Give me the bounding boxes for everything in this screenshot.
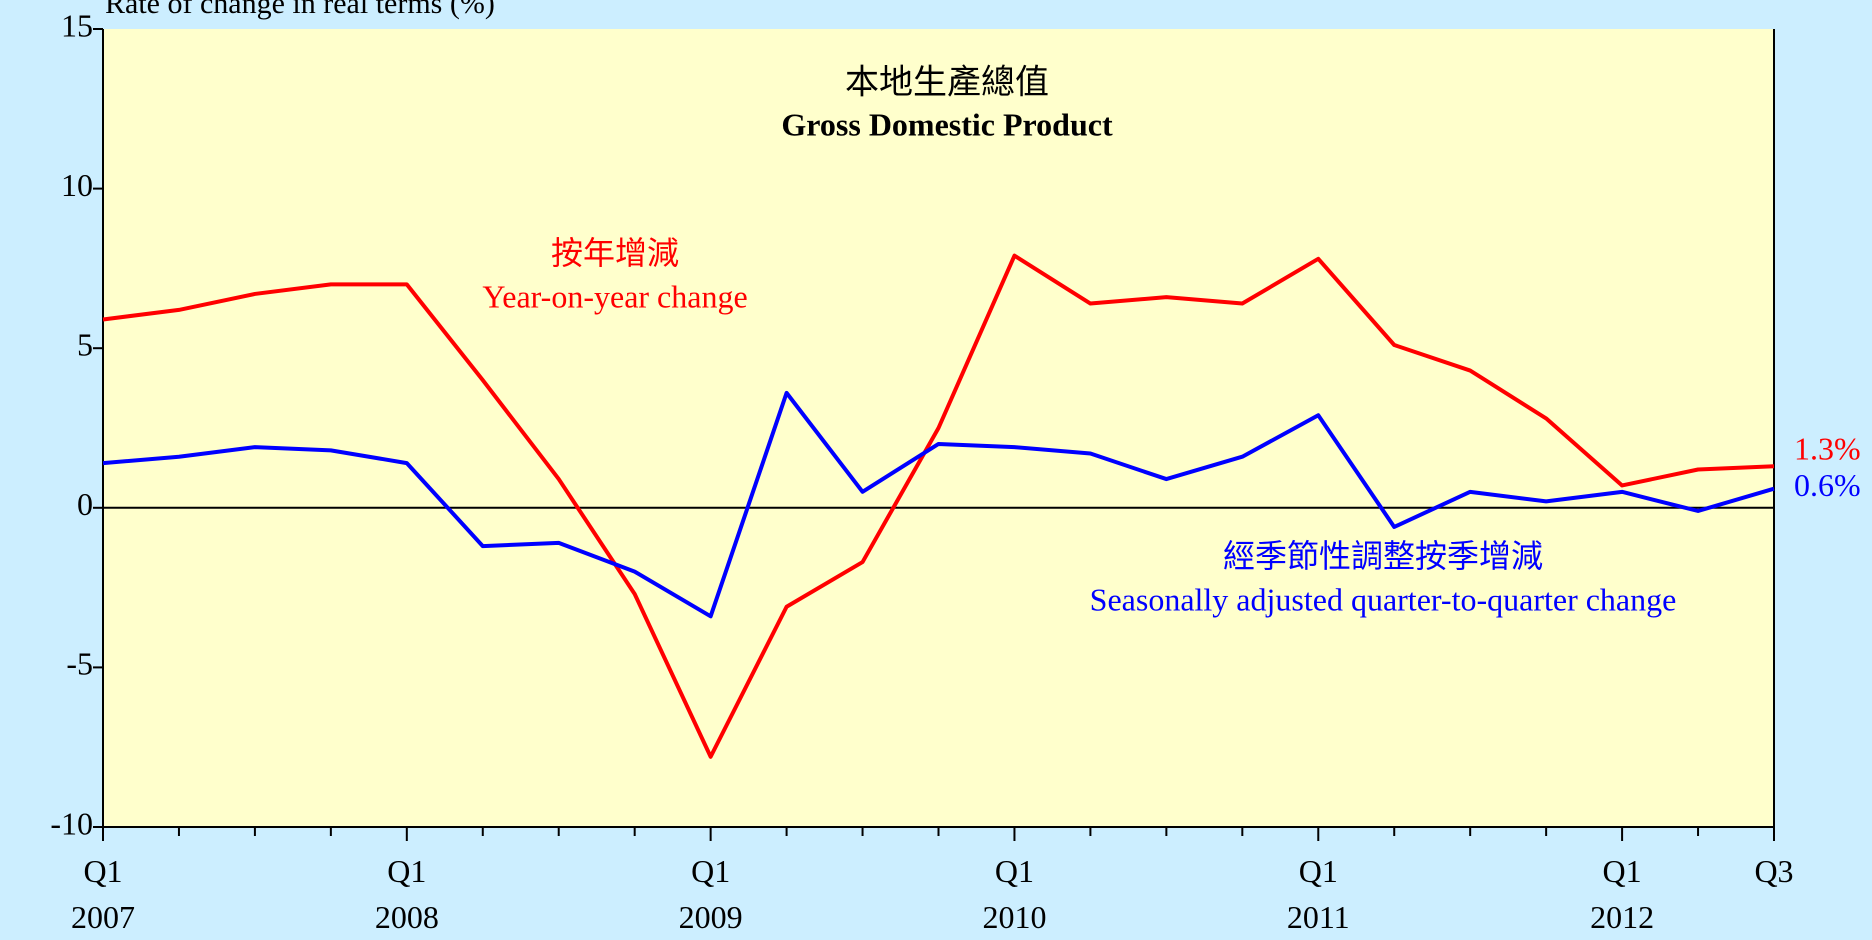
y-axis-label: Rate of change in real terms (%): [105, 0, 495, 20]
x-tick-label-line: 2010: [982, 899, 1046, 935]
x-tick-label-line: Q1: [1603, 853, 1642, 889]
x-tick-label: Q1 2008: [375, 853, 439, 935]
x-tick-label-line: Q1: [995, 853, 1034, 889]
series-line: [102, 253, 1775, 759]
chart-subtitle: Gross Domestic Product: [781, 106, 1113, 142]
series-label: Seasonally adjusted quarter-to-quarter c…: [1090, 581, 1677, 617]
x-tick-label-line: 2008: [375, 899, 439, 935]
x-tick-label: Q1 2007: [71, 853, 135, 935]
series-label: 按年增減: [551, 234, 679, 272]
series-label: Year-on-year change: [482, 278, 747, 314]
x-tick-label: Q3: [1754, 853, 1793, 889]
x-tick-label-line: Q1: [1299, 853, 1338, 889]
x-tick-label-line: Q1: [83, 853, 122, 889]
y-tick-label: 10: [61, 167, 93, 203]
x-tick-label: Q1 2010: [982, 853, 1046, 935]
x-tick-label-line: Q3: [1754, 853, 1793, 889]
value-label: 0.6%: [1794, 467, 1861, 503]
x-tick-label-line: 2007: [71, 899, 135, 935]
y-tick-label: -5: [66, 646, 93, 682]
x-tick-label-line: Q1: [387, 853, 426, 889]
y-tick-label: 5: [77, 327, 93, 363]
x-tick-label: Q1 2009: [679, 853, 743, 935]
x-tick-label-line: 2009: [679, 899, 743, 935]
y-tick-label: 15: [61, 7, 93, 43]
series-line: [102, 390, 1775, 619]
x-tick-label-line: 2012: [1590, 899, 1654, 935]
chart-title: 本地生產總值: [845, 63, 1049, 103]
x-tick-label: Q1 2012: [1590, 853, 1654, 935]
y-tick-label: -10: [50, 805, 93, 841]
x-tick-label-line: Q1: [691, 853, 730, 889]
x-tick-label-line: 2011: [1287, 899, 1350, 935]
value-label: 1.3%: [1794, 431, 1861, 467]
y-tick-label: 0: [77, 486, 93, 522]
x-tick-label: Q1 2011: [1287, 853, 1350, 935]
series-label: 經季節性調整按季增減: [1223, 537, 1543, 575]
